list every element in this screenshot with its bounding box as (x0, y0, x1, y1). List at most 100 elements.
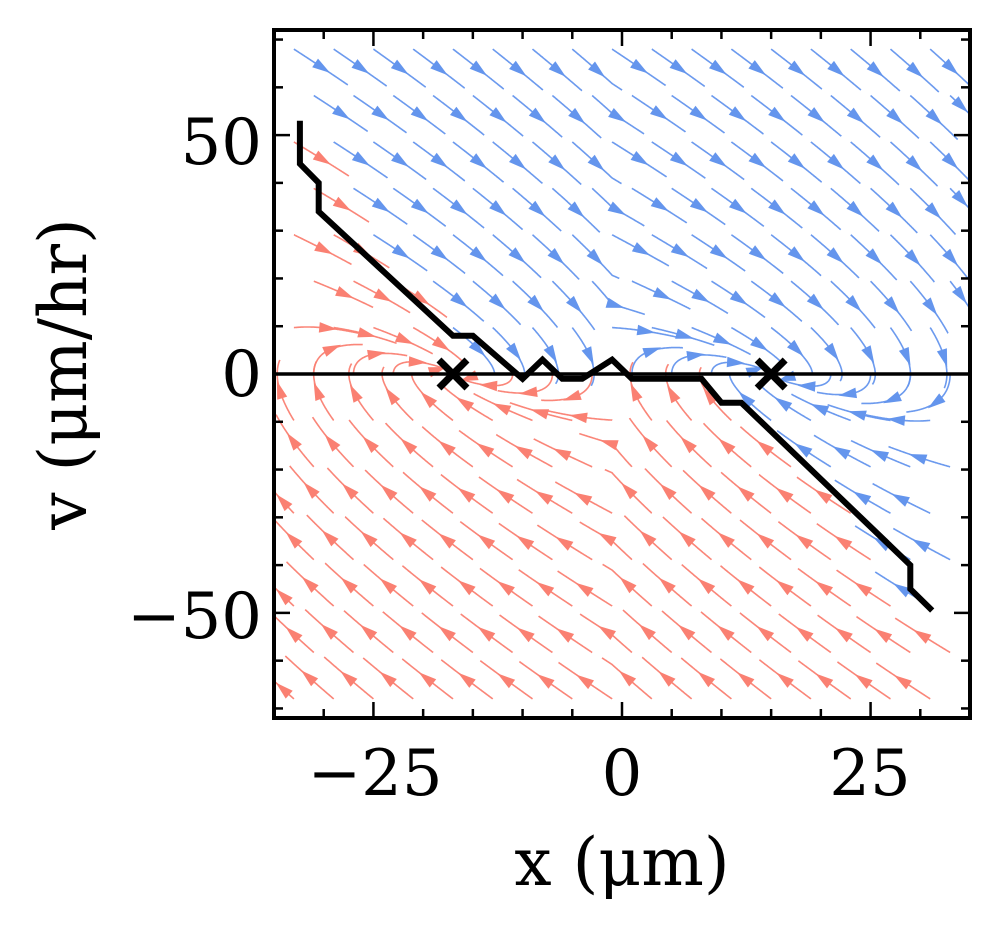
streamline-arrow (642, 435, 659, 453)
streamline-arrow (469, 153, 488, 169)
streamline-arrow (519, 386, 538, 397)
streamline-arrow (528, 200, 546, 217)
streamline-arrow (469, 246, 487, 262)
streamline-arrow (566, 295, 582, 313)
streamline-arrow (349, 384, 363, 403)
streamline-arrow (936, 348, 948, 368)
streamline-arrow (846, 107, 865, 124)
streamline-arrow (588, 61, 606, 78)
streamline-arrow (835, 627, 853, 643)
streamline-arrow (787, 339, 804, 357)
streamline-arrow (631, 242, 651, 256)
streamline-arrow (599, 440, 619, 451)
streamline (579, 432, 633, 468)
streamline-arrow (748, 60, 766, 76)
streamline-arrow (678, 624, 696, 641)
streamline-arrow (476, 443, 495, 458)
streamline-arrow (535, 490, 554, 505)
streamline-arrow (581, 346, 594, 365)
streamline-arrow (756, 533, 775, 549)
streamline-arrow (815, 581, 833, 596)
streamline-arrow (908, 454, 928, 465)
streamline-arrow (729, 198, 747, 214)
streamline-arrow (768, 292, 786, 308)
streamline-arrow (941, 58, 959, 75)
streamline-arrow (729, 290, 748, 305)
streamline-arrow (351, 151, 370, 166)
streamline-arrow (605, 297, 625, 308)
streamline-arrow (536, 674, 555, 689)
streamline-arrow (430, 60, 448, 76)
streamline-arrow (824, 342, 839, 361)
streamline-arrow (905, 155, 923, 172)
streamline-arrow (324, 434, 341, 452)
fixed-point-stroke (436, 357, 470, 391)
streamline (591, 187, 645, 227)
streamline-arrow (420, 391, 438, 409)
x-tick-label: −25 (307, 737, 442, 811)
streamline-arrow (810, 403, 830, 416)
streamline-arrow (285, 532, 303, 549)
streamline-arrow (391, 152, 409, 167)
streamline-arrow (886, 108, 904, 124)
streamline-arrow (477, 626, 496, 642)
streamline-arrow (438, 626, 456, 642)
streamline-arrow (430, 152, 448, 168)
streamline-arrow (547, 248, 565, 265)
streamline-arrow (891, 493, 910, 507)
streamline-arrow (922, 297, 938, 316)
streamline-arrow (574, 492, 593, 506)
streamline-arrow (457, 487, 476, 503)
streamline-arrow (303, 482, 320, 499)
streamline-arrow (642, 347, 662, 359)
streamline-arrow (854, 674, 873, 689)
streamline-arrow (418, 672, 437, 688)
streamline-arrow (479, 380, 498, 392)
streamline-arrow (852, 491, 872, 506)
streamline-arrow (340, 577, 358, 594)
left-fixed-point-marker (436, 357, 470, 391)
streamline-arrow (357, 327, 377, 338)
streamline-arrow (568, 107, 586, 124)
streamline-arrow (675, 328, 694, 339)
streamline-arrow (795, 626, 814, 642)
streamline-arrow (301, 576, 319, 593)
streamline-arrow (458, 672, 476, 688)
streamline-arrow (787, 153, 806, 169)
streamline-arrow (768, 106, 786, 122)
streamline-arrow (567, 201, 585, 218)
streamline-arrow (927, 393, 946, 409)
tick-marks-layer (272, 30, 972, 718)
separatrix-line (296, 120, 935, 613)
streamline-arrow (598, 625, 616, 640)
streamline-arrow (814, 489, 833, 504)
streamline-arrow (774, 397, 793, 412)
streamline-arrow (430, 245, 449, 261)
streamline-arrow (285, 626, 303, 643)
streamline (861, 374, 912, 405)
streamline-arrow (320, 624, 338, 640)
y-tick-label: −50 (127, 580, 262, 654)
streamline-arrow (834, 535, 853, 551)
streamline-arrow (587, 154, 605, 171)
streamline-arrow (718, 438, 736, 455)
streamline-arrow (488, 293, 506, 310)
streamline-arrow (712, 332, 732, 345)
streamline-arrow (410, 198, 429, 214)
streamline-arrow (508, 247, 526, 264)
streamline-arrow (832, 446, 851, 460)
streamline-arrow (756, 440, 774, 456)
streamline-arrow (848, 410, 867, 421)
streamline-arrow (686, 351, 705, 362)
streamline-arrow (883, 391, 902, 404)
streamline-arrow (667, 385, 681, 404)
streamline-arrow (456, 397, 475, 412)
x-axis-label: x (μm) (514, 824, 729, 901)
streamline-arrow (313, 382, 326, 401)
streamline-arrow (548, 61, 566, 77)
streamline-arrow (678, 531, 696, 548)
streamline-arrow (854, 582, 873, 597)
streamline-arrow (391, 244, 410, 259)
streamline-arrow (815, 673, 834, 689)
